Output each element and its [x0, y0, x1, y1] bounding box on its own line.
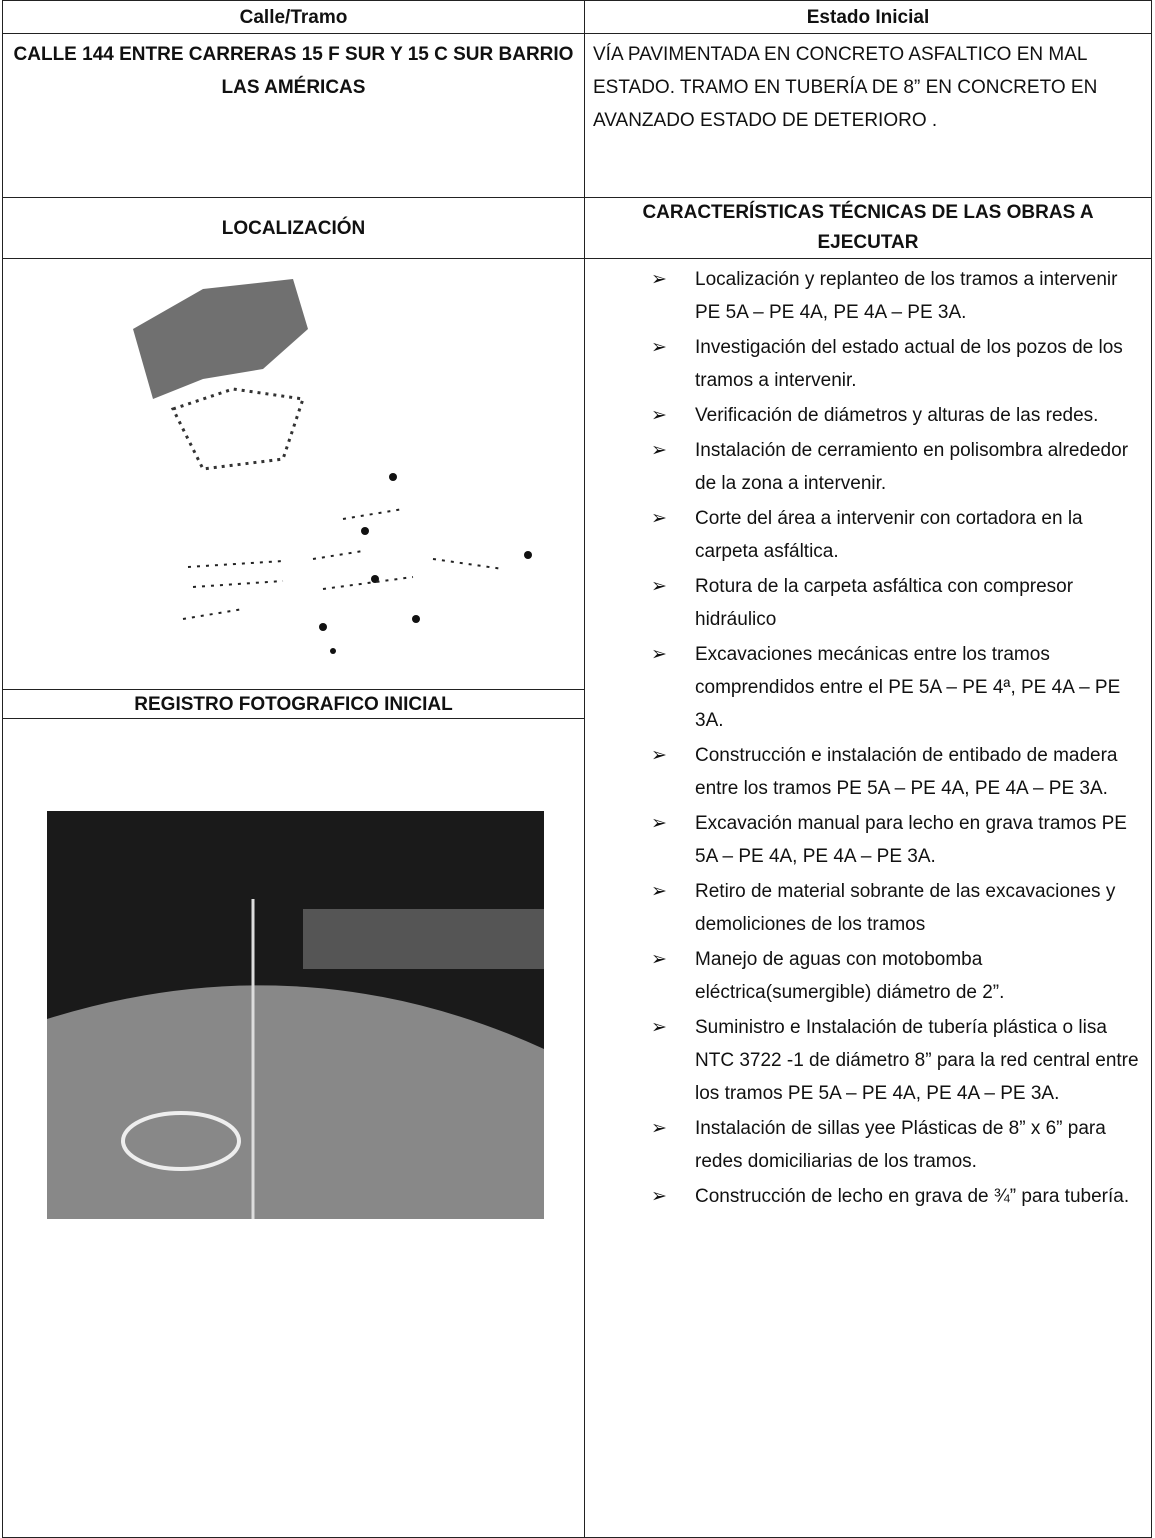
header-cell: Calle/Tramo: [2, 0, 585, 34]
state-cell: VÍA PAVIMENTADA EN CONCRETO ASFALTICO EN…: [584, 33, 1152, 198]
header-cell: Estado Inicial: [584, 0, 1152, 34]
feature-item: Investigación del estado actual de los p…: [651, 331, 1145, 397]
photo-cell: [2, 718, 585, 1538]
feature-item: Excavaciones mecánicas entre los tramos …: [651, 638, 1145, 737]
features-cell: Localización y replanteo de los tramos a…: [584, 258, 1152, 1538]
photo-title: REGISTRO FOTOGRAFICO INICIAL: [2, 689, 585, 719]
feature-item: Suministro e Instalación de tubería plás…: [651, 1011, 1145, 1110]
features-list: Localización y replanteo de los tramos a…: [585, 259, 1151, 1213]
initial-photo: [47, 811, 544, 1235]
map-cell: [2, 258, 585, 690]
feature-item: Construcción de lecho en grava de ¾” par…: [651, 1180, 1145, 1213]
feature-item: Corte del área a intervenir con cortador…: [651, 502, 1145, 568]
feature-item: Instalación de cerramiento en polisombra…: [651, 434, 1145, 500]
feature-item: Rotura de la carpeta asfáltica con compr…: [651, 570, 1145, 636]
feature-item: Instalación de sillas yee Plásticas de 8…: [651, 1112, 1145, 1178]
feature-item: Construcción e instalación de entibado d…: [651, 739, 1145, 805]
location-title: LOCALIZACIÓN: [2, 197, 585, 259]
feature-item: Retiro de material sobrante de las excav…: [651, 875, 1145, 941]
location-map: [133, 279, 532, 654]
feature-item: Localización y replanteo de los tramos a…: [651, 263, 1145, 329]
feature-item: Excavación manual para lecho en grava tr…: [651, 807, 1145, 873]
feature-item: Manejo de aguas con motobomba eléctrica(…: [651, 943, 1145, 1009]
features-title: CARACTERÍSTICAS TÉCNICAS DE LAS OBRAS A …: [584, 197, 1152, 259]
feature-item: Verificación de diámetros y alturas de l…: [651, 399, 1145, 432]
street-cell: CALLE 144 ENTRE CARRERAS 15 F SUR Y 15 C…: [2, 33, 585, 198]
